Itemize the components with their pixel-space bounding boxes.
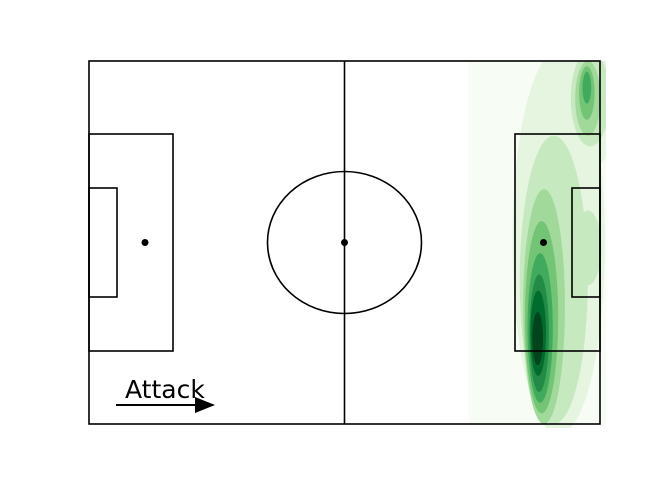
density-layer xyxy=(468,61,606,428)
left-penalty-box xyxy=(88,133,174,352)
left-penalty-spot xyxy=(141,239,149,246)
center-spot xyxy=(341,239,348,246)
center-circle xyxy=(266,170,423,315)
density-contour-level-8 xyxy=(532,311,544,366)
density-contour-level-2 xyxy=(574,210,602,286)
attack-label: Attack xyxy=(125,375,205,404)
density-contour-level-5 xyxy=(582,71,592,104)
right-penalty-spot xyxy=(540,239,547,246)
left-six-yard-box xyxy=(88,187,118,298)
pitch-markings xyxy=(88,60,601,425)
right-six-yard-box xyxy=(571,187,601,298)
